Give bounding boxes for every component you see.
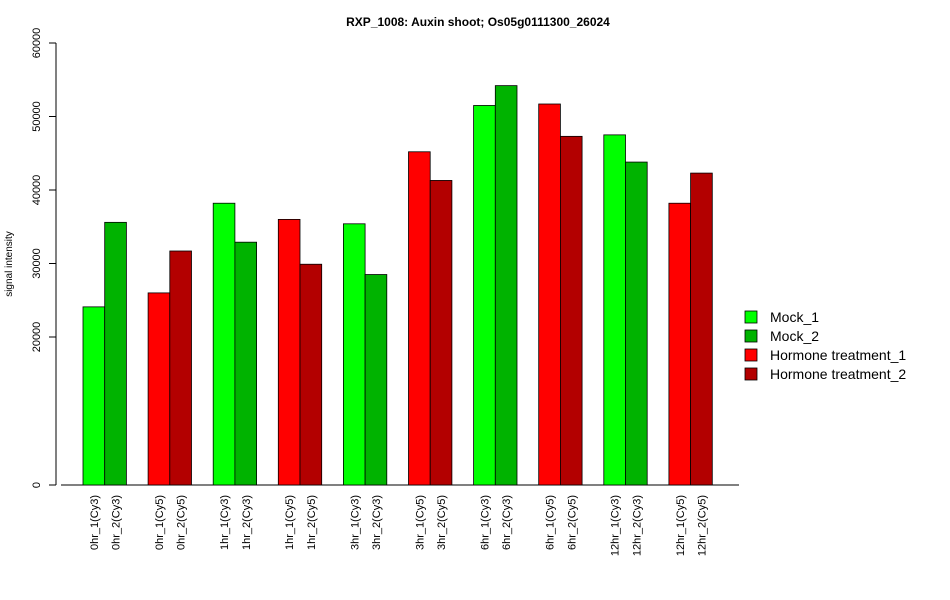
chart-title: RXP_1008: Auxin shoot; Os05g0111300_2602… (346, 15, 610, 29)
y-tick-label: 0 (31, 482, 43, 488)
bar (364, 274, 388, 486)
x-tick-label: 0hr_1(Cy5) (154, 495, 166, 550)
y-tick-label: 30000 (31, 248, 43, 279)
y-tick-label: 60000 (31, 28, 43, 59)
legend-swatch (744, 329, 758, 343)
y-axis-label: signal intensity (4, 231, 15, 297)
bar (212, 202, 236, 486)
x-tick-label: 6hr_1(Cy5) (545, 495, 557, 550)
bar (625, 161, 648, 486)
bar (668, 202, 692, 486)
x-tick-label: 3hr_1(Cy5) (414, 495, 426, 550)
bar (82, 306, 106, 486)
bar (603, 134, 626, 486)
x-tick-label: 3hr_2(Cy5) (436, 495, 448, 550)
x-tick-label: 12hr_2(Cy5) (696, 495, 708, 556)
bar (342, 223, 366, 486)
bar (473, 105, 496, 486)
bar (408, 151, 431, 486)
legend-swatch (744, 348, 758, 362)
bar (169, 250, 192, 486)
x-tick-label: 0hr_2(Cy3) (111, 495, 123, 550)
legend-label: Hormone treatment_1 (770, 347, 906, 363)
x-tick-label: 6hr_2(Cy5) (566, 495, 578, 550)
x-tick-label: 6hr_2(Cy3) (501, 495, 513, 550)
x-tick-label: 0hr_2(Cy5) (176, 495, 188, 550)
y-axis: 0 20000 30000 40000 50000 60000 (31, 28, 57, 488)
x-tick-label: 3hr_2(Cy3) (371, 495, 383, 550)
x-tick-label: 12hr_2(Cy3) (631, 495, 643, 556)
x-tick-label: 6hr_1(Cy3) (479, 495, 491, 550)
bar (104, 221, 127, 486)
y-tick-label: 40000 (31, 175, 43, 206)
x-tick-label: 0hr_1(Cy3) (89, 495, 101, 550)
x-tick-label: 1hr_1(Cy5) (284, 495, 296, 550)
bar (299, 263, 323, 486)
legend-label: Hormone treatment_2 (770, 366, 906, 382)
bar (690, 172, 713, 486)
bar (494, 85, 518, 486)
legend-label: Mock_2 (770, 328, 819, 344)
legend-label: Mock_1 (770, 309, 819, 325)
x-tick-label: 12hr_1(Cy5) (675, 495, 687, 556)
x-tick-labels: 0hr_1(Cy3) 0hr_2(Cy3) 0hr_1(Cy5) 0hr_2(Cy5)… (89, 495, 709, 556)
bar (560, 135, 583, 486)
bar (538, 103, 561, 486)
bar (429, 180, 453, 486)
y-tick-label: 20000 (31, 322, 43, 353)
legend-swatch (744, 310, 758, 324)
x-tick-label: 1hr_2(Cy5) (306, 495, 318, 550)
x-tick-label: 12hr_1(Cy3) (610, 495, 622, 556)
legend: Mock_1 Mock_2 Hormone treatment_1 Hormone t… (744, 309, 906, 382)
legend-swatch (744, 367, 758, 381)
bars-layer (82, 85, 713, 486)
bar (234, 241, 257, 486)
x-tick-label: 3hr_1(Cy3) (349, 495, 361, 550)
x-tick-label: 1hr_2(Cy3) (241, 495, 253, 550)
bar (277, 218, 301, 486)
y-tick-label: 50000 (31, 101, 43, 132)
x-tick-label: 1hr_1(Cy3) (219, 495, 231, 550)
bar (147, 292, 171, 486)
